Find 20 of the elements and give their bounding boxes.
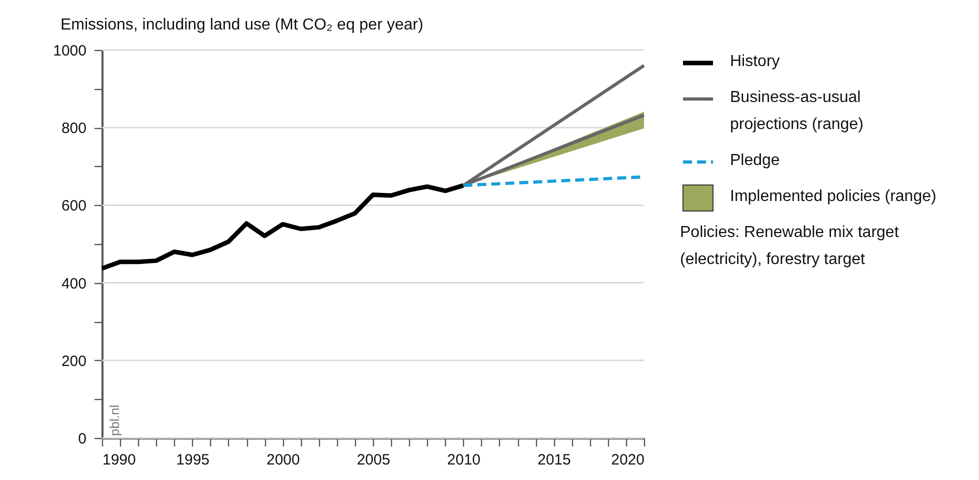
x-tick-label: 2020	[611, 452, 644, 468]
y-tick-label: 400	[61, 275, 86, 292]
legend-label: Pledge	[730, 152, 780, 169]
x-tick-label: 1995	[176, 452, 210, 468]
legend-label: History	[730, 53, 780, 70]
y-tick-label: 200	[61, 352, 86, 370]
y-tick-label: 600	[61, 198, 86, 215]
x-tick-label: 2015	[537, 452, 571, 468]
x-tick-label: 2005	[356, 452, 390, 468]
legend-label: Business-as-usual projections (range)	[730, 89, 864, 133]
text: Policies: Renewable mix target (electricity), forestry target	[680, 224, 900, 268]
y-tick-label: 800	[61, 120, 86, 138]
x-tick-label: 1990	[102, 452, 136, 468]
x-tick-label: 2010	[447, 452, 481, 468]
legend-label: Implemented policies (range)	[730, 188, 936, 205]
x-tick-label: 2000	[266, 452, 300, 468]
annotation: pbl.nl	[107, 404, 122, 436]
y-tick-label: 1000	[53, 42, 86, 60]
y-tick-label: 0	[78, 430, 86, 448]
y-axis-title: Emissions, including land use (Mt CO₂ eq per year)	[60, 16, 424, 34]
